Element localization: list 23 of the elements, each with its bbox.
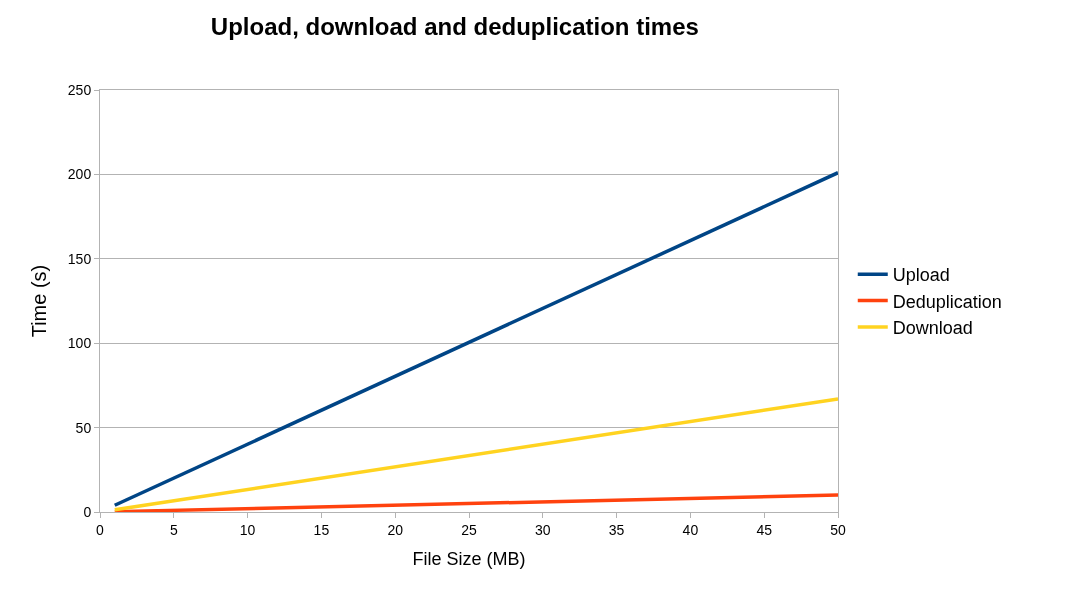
x-tick-label: 40 bbox=[682, 521, 699, 538]
y-tick-label: 50 bbox=[75, 419, 92, 436]
x-tick-label: 15 bbox=[313, 521, 330, 538]
y-axis-title: Time (s) bbox=[28, 264, 51, 338]
x-axis-title: File Size (MB) bbox=[412, 548, 526, 569]
y-tick-label: 200 bbox=[67, 166, 92, 183]
legend-label: Download bbox=[892, 318, 973, 339]
y-tick-label: 150 bbox=[67, 250, 92, 267]
legend-label: Upload bbox=[892, 265, 950, 286]
x-tick-label: 0 bbox=[96, 521, 105, 538]
x-tick-label: 20 bbox=[387, 521, 404, 538]
y-tick-label: 100 bbox=[67, 335, 92, 352]
y-tick-label: 0 bbox=[83, 503, 92, 520]
legend-label: Deduplication bbox=[892, 291, 1002, 312]
x-tick-label: 30 bbox=[535, 521, 551, 538]
x-tick-label: 10 bbox=[239, 521, 256, 538]
chart-title: Upload, download and deduplication times bbox=[210, 12, 699, 40]
x-tick-label: 25 bbox=[461, 521, 477, 538]
x-tick-label: 5 bbox=[169, 521, 178, 538]
x-tick-label: 45 bbox=[756, 521, 773, 538]
x-tick-label: 50 bbox=[830, 521, 846, 538]
y-tick-label: 250 bbox=[67, 81, 92, 98]
x-tick-label: 35 bbox=[608, 521, 625, 538]
